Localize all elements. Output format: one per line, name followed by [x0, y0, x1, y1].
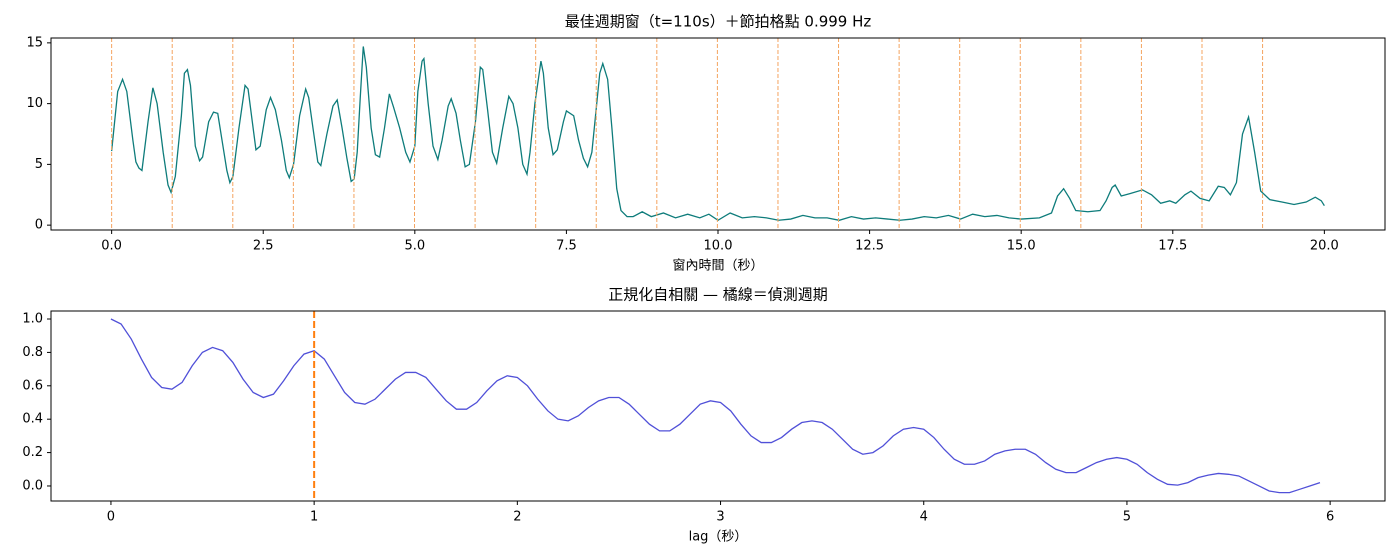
- x-tick-label: 1: [310, 510, 318, 525]
- x-tick-label: 10.0: [704, 239, 733, 254]
- x-tick-label: 2.5: [253, 239, 274, 254]
- x-tick-label: 0: [107, 510, 115, 525]
- y-tick-label: 0.4: [22, 412, 43, 427]
- x-tick-label: 12.5: [855, 239, 884, 254]
- chart-title: 正規化自相關 — 橘線＝偵測週期: [608, 286, 828, 304]
- x-tick-label: 15.0: [1007, 239, 1036, 254]
- y-tick-label: 0.2: [22, 445, 43, 460]
- data-line: [110, 318, 1321, 494]
- x-tick-label: 4: [920, 510, 928, 525]
- y-tick-label: 0: [35, 218, 43, 233]
- x-tick-label: 3: [716, 510, 724, 525]
- plot-frame: [50, 310, 1386, 502]
- y-tick-label: 1.0: [22, 312, 43, 327]
- x-tick-label: 5: [1123, 510, 1131, 525]
- x-tick-label: 6: [1326, 510, 1334, 525]
- x-tick-label: 20.0: [1310, 239, 1339, 254]
- x-tick-label: 17.5: [1158, 239, 1187, 254]
- x-tick-label: 5.0: [404, 239, 425, 254]
- plot-frame: [50, 37, 1386, 231]
- y-tick-label: 0.6: [22, 378, 43, 393]
- y-tick-label: 0.0: [22, 478, 43, 493]
- y-tick-label: 0.8: [22, 345, 43, 360]
- x-tick-label: 0.0: [101, 239, 122, 254]
- y-tick-label: 5: [35, 157, 43, 172]
- chart-title: 最佳週期窗（t=110s）＋節拍格點 0.999 Hz: [565, 13, 872, 31]
- y-tick-label: 10: [26, 96, 43, 111]
- data-line: [110, 46, 1325, 222]
- x-tick-label: 7.5: [556, 239, 577, 254]
- y-tick-label: 15: [26, 35, 43, 50]
- x-axis-label: lag（秒）: [689, 530, 748, 545]
- x-tick-label: 2: [513, 510, 521, 525]
- x-axis-label: 窗內時間（秒）: [672, 258, 763, 274]
